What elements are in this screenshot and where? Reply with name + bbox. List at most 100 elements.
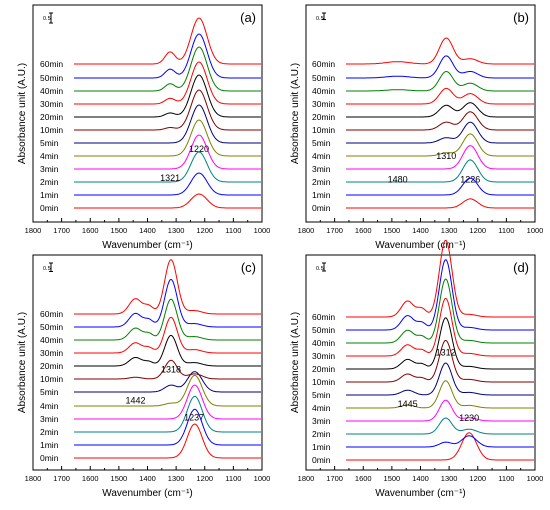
series-label-0min: 0min xyxy=(312,455,331,465)
series-label-10min: 10min xyxy=(312,125,335,135)
series-line-40min xyxy=(74,298,261,341)
peak-annotation: 1230 xyxy=(459,413,479,423)
scale-bar-label: 0.5 xyxy=(316,266,324,272)
x-tick-label: 1100 xyxy=(225,474,241,483)
series-line-4min xyxy=(74,119,261,157)
x-tick-label: 1500 xyxy=(111,226,128,235)
series-line-10min xyxy=(74,359,261,380)
chart-panel-c: 1800 1700 1600 1500 1400 1300 1200 1100 1000 Wave… xyxy=(17,254,271,499)
series-line-50min xyxy=(74,278,261,328)
x-tick-label: 1600 xyxy=(355,474,372,483)
series-label-30min: 30min xyxy=(312,351,335,361)
x-axis-title: Wavenumber (cm⁻¹) xyxy=(102,240,192,251)
x-tick-label: 1300 xyxy=(168,226,185,235)
series-line-40min xyxy=(346,70,534,92)
peak-annotation: 1321 xyxy=(160,173,180,183)
x-tick-label: 1400 xyxy=(412,226,429,235)
series-label-60min: 60min xyxy=(312,312,335,322)
x-axis-title: Wavenumber (cm⁻¹) xyxy=(375,240,465,251)
series-label-20min: 20min xyxy=(312,364,335,374)
peak-annotation: 1442 xyxy=(125,395,145,405)
x-tick-label: 1600 xyxy=(82,226,99,235)
peak-annotation: 1318 xyxy=(161,365,181,375)
series-line-30min xyxy=(346,87,534,105)
series-line-0min xyxy=(74,193,261,209)
series-line-50min xyxy=(346,55,534,79)
series-label-2min: 2min xyxy=(312,177,331,187)
scale-bar-label: 0.5 xyxy=(316,16,324,22)
series-line-5min xyxy=(346,121,534,144)
series-line-10min xyxy=(346,111,534,131)
x-tick-label: 1700 xyxy=(326,474,343,483)
series-line-60min xyxy=(346,239,534,318)
plot-frame xyxy=(32,254,263,471)
scale-bar-label: 0.5 xyxy=(43,266,51,272)
x-tick-label: 1200 xyxy=(469,474,486,483)
series-line-5min xyxy=(346,362,534,396)
peak-annotation: 1312 xyxy=(436,348,456,358)
x-tick-label: 1800 xyxy=(25,474,42,483)
series-line-1min xyxy=(346,177,534,196)
peak-annotation: 1480 xyxy=(388,175,408,185)
series-label-10min: 10min xyxy=(312,377,335,387)
series-label-5min: 5min xyxy=(312,138,331,148)
series-label-1min: 1min xyxy=(40,440,59,450)
series-label-1min: 1min xyxy=(312,442,331,452)
x-tick-label: 1800 xyxy=(298,474,315,483)
x-tick-label: 1000 xyxy=(254,226,271,235)
series-line-0min xyxy=(74,423,261,459)
x-tick-label: 1300 xyxy=(168,474,185,483)
x-tick-label: 1200 xyxy=(469,226,486,235)
series-line-10min xyxy=(74,89,261,131)
series-line-10min xyxy=(346,339,534,383)
x-tick-label: 1100 xyxy=(498,226,514,235)
series-line-20min xyxy=(74,74,261,118)
series-line-4min xyxy=(346,380,534,409)
panel-label: (c) xyxy=(241,260,256,275)
x-tick-label: 1700 xyxy=(53,474,70,483)
series-line-60min xyxy=(74,259,261,315)
x-tick-label: 1200 xyxy=(196,226,213,235)
series-label-2min: 2min xyxy=(40,427,59,437)
y-axis-title: Absorbance unit (A.U.) xyxy=(17,312,28,413)
series-label-3min: 3min xyxy=(40,164,59,174)
peak-annotation: 1220 xyxy=(189,144,209,154)
series-line-3min xyxy=(346,399,534,422)
series-label-40min: 40min xyxy=(40,86,63,96)
series-line-3min xyxy=(74,384,261,420)
series-line-4min xyxy=(346,133,534,157)
series-line-50min xyxy=(346,259,534,331)
series-line-30min xyxy=(346,297,534,357)
series-label-20min: 20min xyxy=(312,112,335,122)
series-label-30min: 30min xyxy=(40,348,63,358)
panel-label: (a) xyxy=(240,10,256,25)
x-tick-label: 1500 xyxy=(111,474,128,483)
series-line-0min xyxy=(346,198,534,209)
peak-annotation: 1310 xyxy=(436,151,456,161)
series-label-10min: 10min xyxy=(40,125,63,135)
series-line-20min xyxy=(346,102,534,118)
series-line-2min xyxy=(346,417,534,435)
series-label-60min: 60min xyxy=(312,59,335,69)
plot-frame xyxy=(32,4,263,223)
series-label-4min: 4min xyxy=(40,151,59,161)
series-label-10min: 10min xyxy=(40,374,63,384)
chart-panel-b: 1800 1700 1600 1500 1400 1300 1200 1100 1000 Wave… xyxy=(290,4,543,251)
series-line-40min xyxy=(346,278,534,344)
x-tick-label: 1000 xyxy=(254,474,271,483)
series-label-4min: 4min xyxy=(312,151,331,161)
series-line-50min xyxy=(74,33,261,79)
series-label-5min: 5min xyxy=(40,387,59,397)
x-tick-label: 1700 xyxy=(326,226,343,235)
x-tick-label: 1300 xyxy=(441,226,458,235)
chart-panel-a: 1800 1700 1600 1500 1400 1300 1200 1100 1000 Wave… xyxy=(17,4,271,251)
series-label-50min: 50min xyxy=(40,73,63,83)
series-label-60min: 60min xyxy=(40,59,63,69)
x-tick-label: 1200 xyxy=(196,474,213,483)
series-label-20min: 20min xyxy=(40,112,63,122)
series-label-50min: 50min xyxy=(312,73,335,83)
series-label-50min: 50min xyxy=(40,322,63,332)
series-line-2min xyxy=(74,151,261,183)
series-line-3min xyxy=(346,145,534,170)
